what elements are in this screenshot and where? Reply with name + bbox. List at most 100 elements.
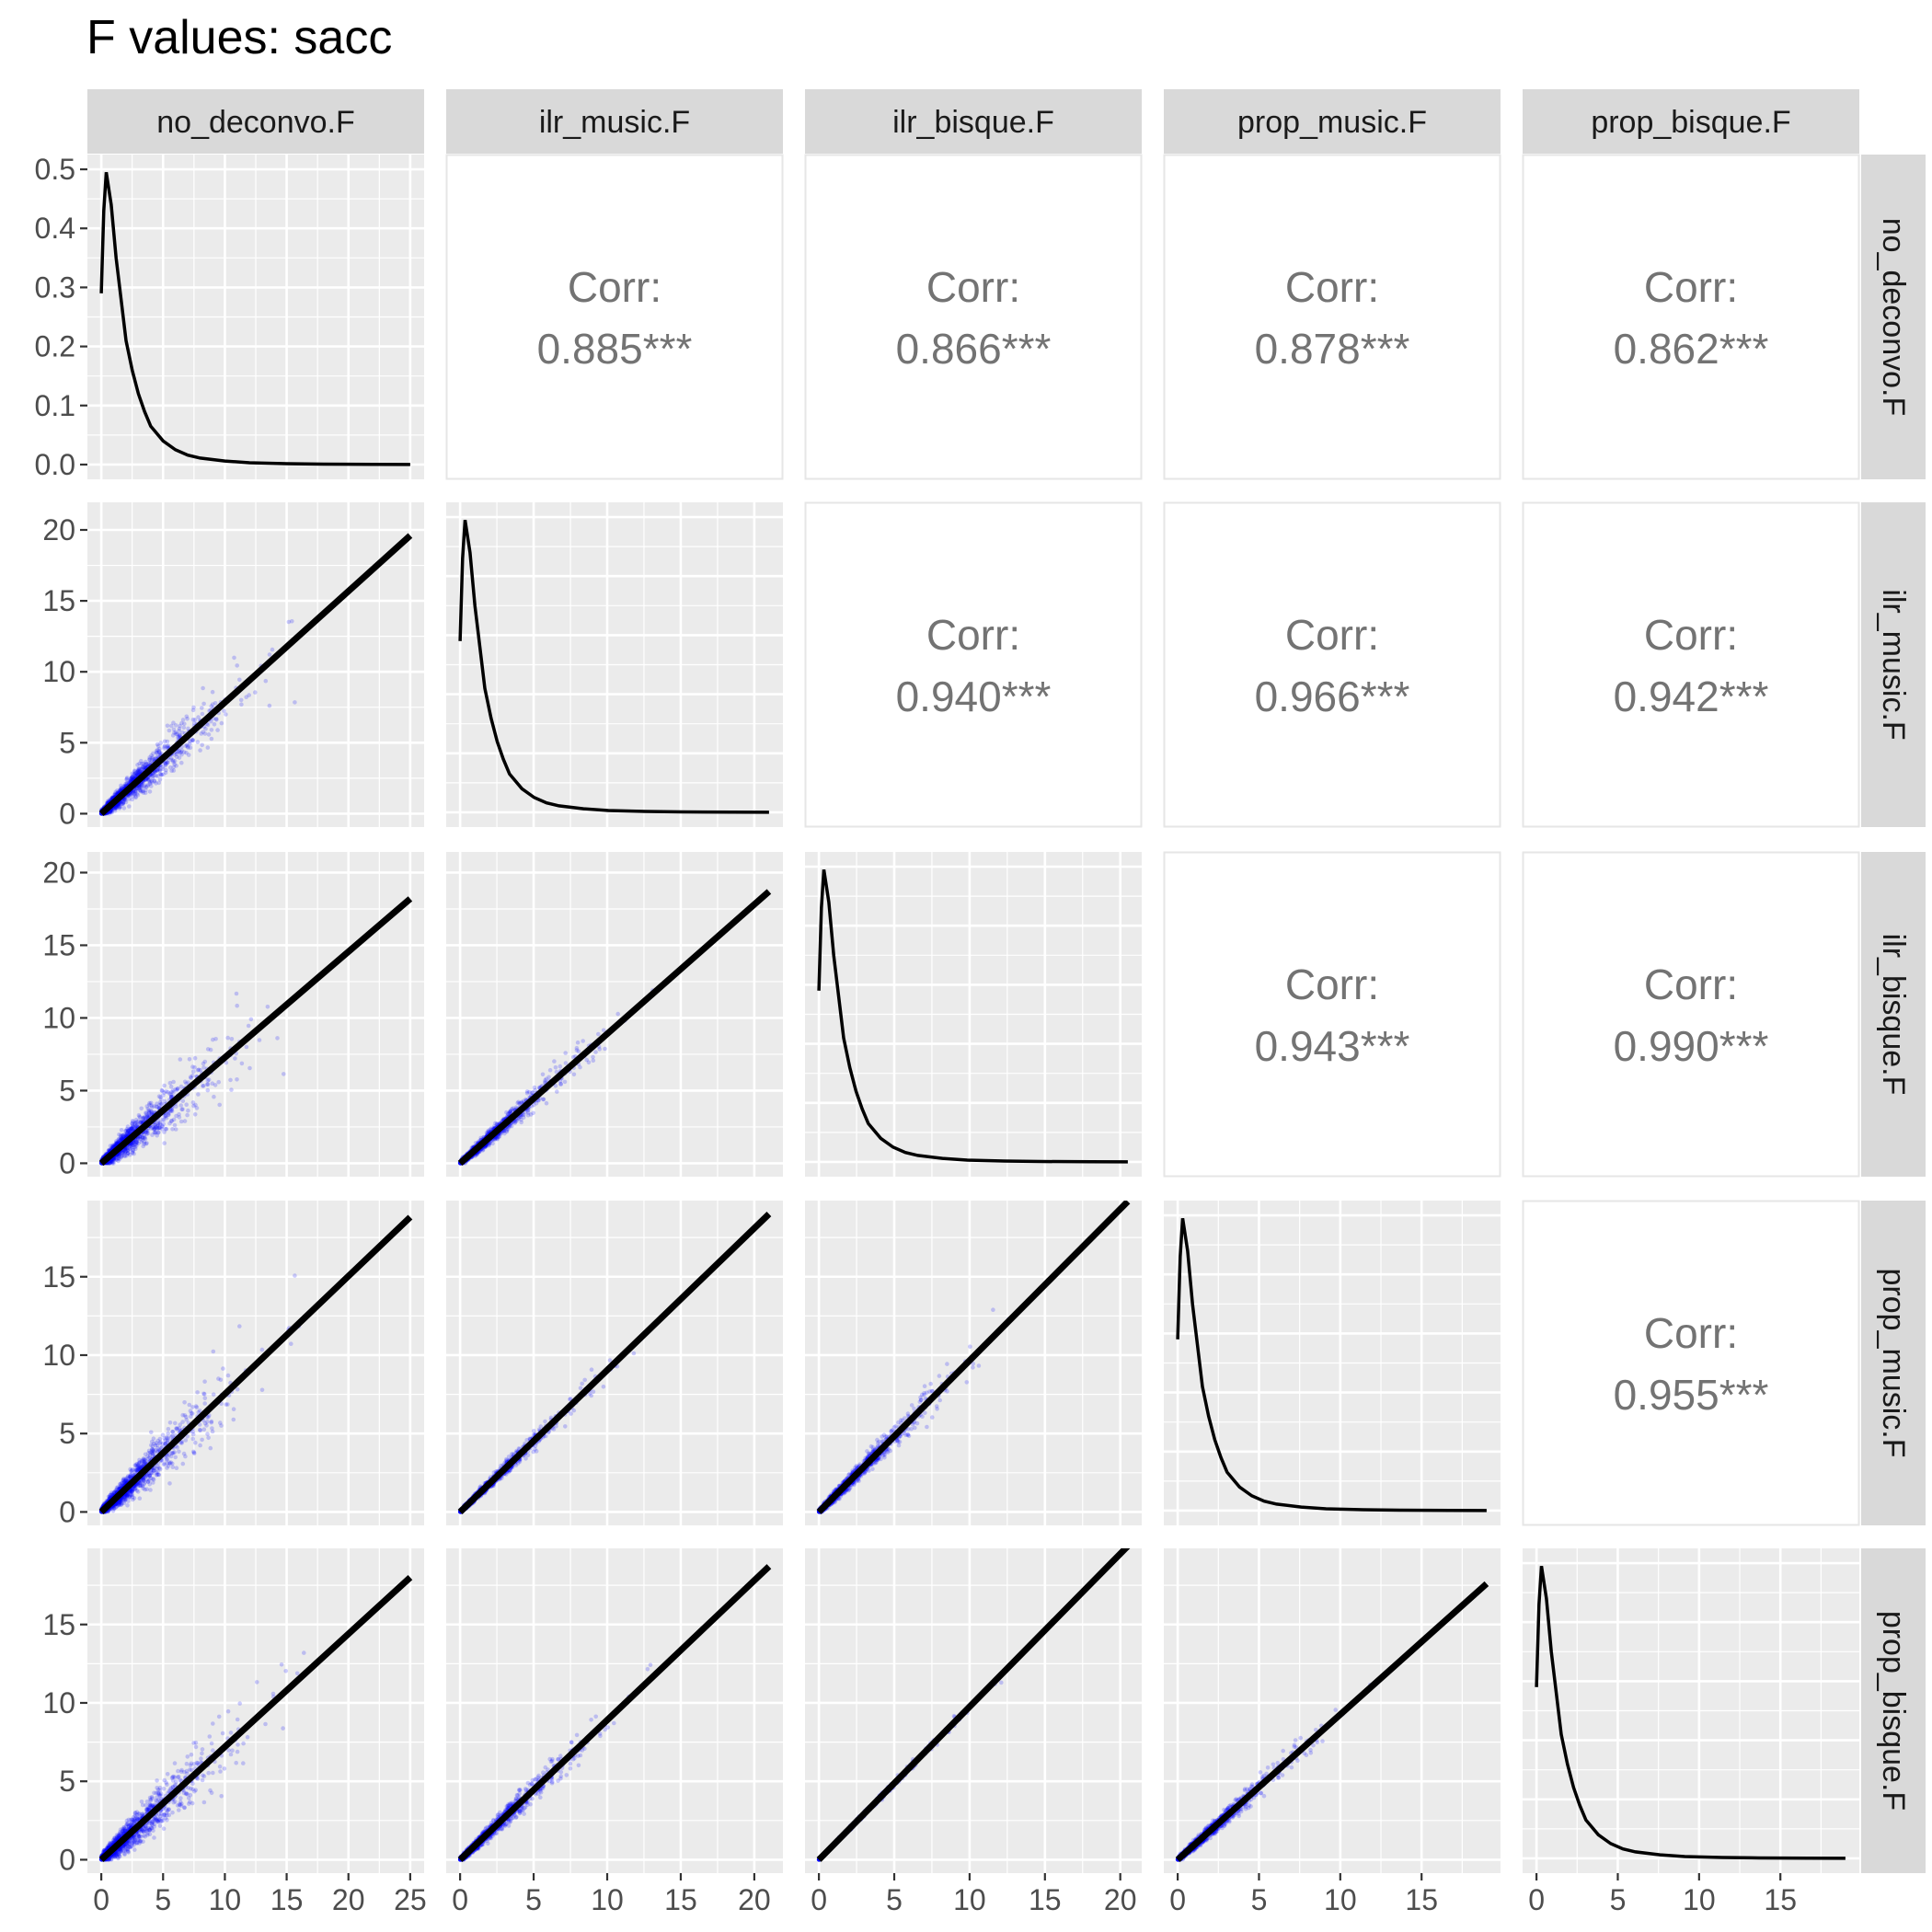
data-point [149,1109,155,1114]
data-point [115,1141,120,1146]
data-point [137,1134,143,1139]
data-point [182,721,187,727]
panel: Corr:0.943*** [1163,851,1501,1178]
corr-label: Corr: [1644,611,1738,659]
data-point [205,722,211,728]
data-point [603,1046,607,1052]
data-point [205,1082,211,1087]
data-point [213,701,218,706]
data-point [135,1466,141,1470]
data-point [578,1064,582,1070]
data-point [147,1100,152,1106]
data-point [121,1133,125,1138]
data-point [126,793,131,799]
data-point [130,775,135,780]
data-point [137,769,142,775]
data-point [138,1115,143,1120]
data-point [123,781,128,787]
data-point [188,739,192,743]
row-strip-label: prop_bisque.F [1876,1611,1911,1811]
data-point [180,1098,186,1103]
data-point [125,1147,131,1153]
data-point [134,1120,139,1124]
data-point [154,1125,159,1131]
data-point [110,1144,116,1149]
data-point [162,744,167,750]
data-point [209,736,214,742]
data-point [147,1473,152,1478]
data-point [235,663,239,668]
data-point [233,1056,237,1061]
column-strip-bg [1523,89,1859,154]
data-point [553,1064,558,1070]
data-point [134,1139,139,1144]
data-point [128,1128,133,1133]
data-point [196,1092,201,1097]
data-point [116,1156,121,1161]
data-point [202,1396,208,1401]
data-point [155,1133,159,1138]
data-point [137,785,143,789]
data-point [169,1109,175,1114]
data-point [143,1116,148,1121]
data-point [117,1133,121,1137]
data-point [201,685,205,691]
data-point [139,783,144,788]
data-point [178,750,184,754]
data-point [494,1121,500,1126]
data-point [176,735,180,740]
data-point [552,1059,557,1064]
panel: Corr:0.862*** [1522,154,1860,480]
data-point [165,760,170,765]
data-point [282,1072,286,1076]
data-point [520,1112,525,1117]
data-point [131,1119,135,1123]
data-point [140,767,145,772]
data-point [219,720,224,726]
data-point [217,1102,222,1108]
data-point [131,1141,136,1145]
data-point [155,1121,161,1126]
data-point [516,1116,522,1121]
data-point [528,1112,534,1117]
data-point [142,1133,146,1137]
data-point [115,1139,121,1144]
data-point [158,1095,163,1099]
data-point [506,1112,511,1117]
data-point [486,1129,490,1134]
data-point [501,1129,507,1133]
data-point [131,790,136,796]
data-point [114,805,120,811]
panel [87,1201,424,1525]
data-point [191,1103,196,1109]
data-point [238,697,244,703]
data-point [124,776,130,781]
data-point [134,1137,140,1142]
data-point [169,1118,174,1123]
data-point [132,1125,137,1130]
data-point [175,1087,180,1091]
data-point [212,722,217,727]
data-point [213,717,219,721]
data-point [139,761,144,766]
data-point [139,785,144,789]
data-point [157,768,162,773]
data-point [176,1086,180,1091]
data-point [170,1088,176,1093]
data-point [124,1131,130,1136]
data-point [141,1135,145,1140]
data-point [117,1136,121,1142]
data-point [107,1161,112,1166]
data-point [174,1113,178,1119]
data-point [108,810,112,815]
data-point [111,1505,116,1510]
data-point [563,1061,569,1065]
data-point [186,726,190,731]
data-point [142,1135,147,1141]
corr-label: Corr: [1285,611,1379,659]
data-point [124,1145,130,1151]
data-point [136,1141,141,1145]
data-point [205,1078,211,1083]
data-point [124,1145,129,1151]
